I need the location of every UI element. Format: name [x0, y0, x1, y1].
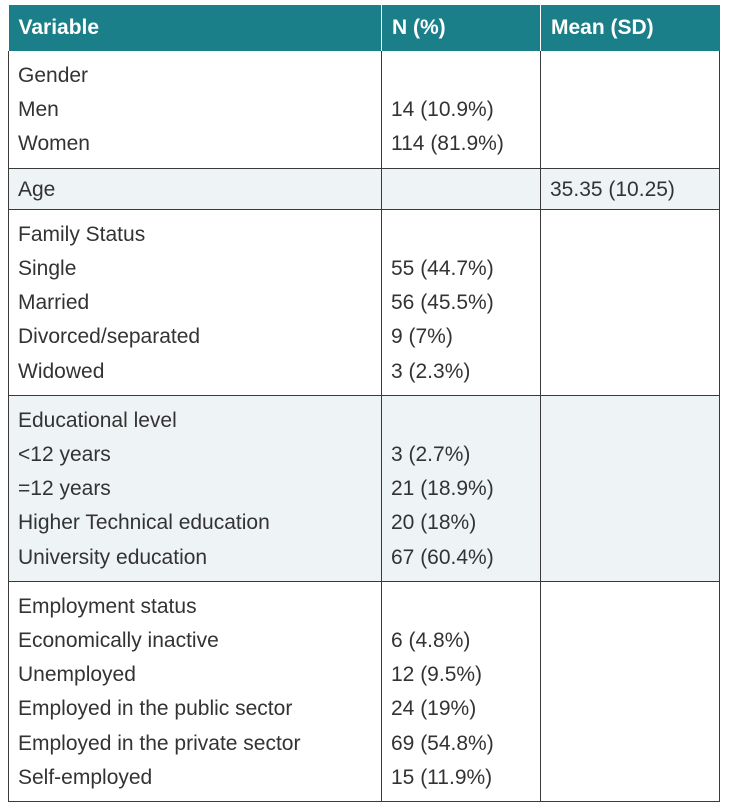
category-label: Economically inactive	[18, 629, 219, 653]
header-n-percent: N (%)	[381, 5, 541, 51]
category-label: Unemployed	[18, 663, 136, 687]
table-row: Age 35.35 (10.25)	[8, 168, 720, 210]
category-count: 24 (19%)	[391, 697, 477, 721]
table-row: Educational level <12 years =12 years Highe…	[8, 395, 720, 582]
category-count: 12 (9.5%)	[391, 663, 483, 687]
table-header-row: Variable N (%) Mean (SD)	[8, 5, 720, 51]
category-label: Divorced/separated	[18, 325, 201, 349]
category-count: 67 (60.4%)	[391, 545, 494, 569]
mean-sd-cell	[540, 51, 720, 169]
n-percent-cell: 14 (10.9%) 114 (81.9%)	[381, 51, 541, 169]
table-row: Family Status Single Married Divorced/separ…	[8, 209, 720, 396]
category-count: 6 (4.8%)	[391, 629, 471, 653]
n-percent-cell	[381, 168, 541, 210]
variable-cell: Gender Men Women	[8, 51, 382, 169]
mean-sd-value: 35.35 (10.25)	[550, 177, 675, 201]
n-percent-cell: 55 (44.7%) 56 (45.5%) 9 (7%) 3 (2.3%)	[381, 209, 541, 396]
category-label: =12 years	[18, 477, 111, 501]
category-label: Men	[18, 98, 59, 122]
mean-sd-cell: 35.35 (10.25)	[540, 168, 720, 210]
variable-cell: Family Status Single Married Divorced/separ…	[8, 209, 382, 396]
demographics-table: Variable N (%) Mean (SD) Gender Men Women 1…	[8, 5, 720, 802]
demographics-table-container: Variable N (%) Mean (SD) Gender Men Women 1…	[8, 5, 720, 802]
group-title: Gender	[18, 64, 89, 87]
category-count: 114 (81.9%)	[391, 132, 504, 156]
table-row: Employment status Economically inactive Un…	[8, 581, 720, 802]
category-count: 3 (2.3%)	[391, 359, 471, 383]
category-count: 55 (44.7%)	[391, 257, 494, 280]
category-count: 56 (45.5%)	[391, 291, 494, 315]
n-percent-cell: 3 (2.7%) 21 (18.9%) 20 (18%) 67 (60.4%)	[381, 395, 541, 582]
category-label: Widowed	[18, 359, 105, 383]
variable-cell: Age	[8, 168, 382, 210]
mean-sd-cell	[540, 209, 720, 396]
mean-sd-cell	[540, 395, 720, 582]
mean-sd-cell	[540, 581, 720, 802]
variable-cell: Educational level <12 years =12 years Highe…	[8, 395, 382, 582]
table-body: Gender Men Women 14 (10.9%) 114 (81.9%) Age 35…	[8, 51, 720, 802]
category-count: 9 (7%)	[391, 325, 453, 349]
category-count: 14 (10.9%)	[391, 98, 494, 122]
category-label: Self-employed	[18, 765, 153, 789]
table-row: Gender Men Women 14 (10.9%) 114 (81.9%)	[8, 51, 720, 169]
group-title: Age	[18, 177, 56, 201]
variable-cell: Employment status Economically inactive Un…	[8, 581, 382, 802]
category-label: Single	[18, 257, 77, 281]
group-title: Family Status	[18, 222, 146, 246]
header-mean-sd: Mean (SD)	[540, 5, 720, 51]
category-label: Employed in the public sector	[18, 697, 293, 721]
header-variable: Variable	[8, 5, 382, 51]
category-label: Women	[18, 132, 90, 156]
n-percent-cell: 6 (4.8%) 12 (9.5%) 24 (19%) 69 (54.8%) 15 (1…	[381, 581, 541, 802]
group-title: Employment status	[18, 594, 197, 618]
category-label: Married	[18, 291, 90, 315]
category-label: <12 years	[18, 443, 111, 467]
category-count: 69 (54.8%)	[391, 731, 494, 755]
category-count: 20 (18%)	[391, 511, 477, 535]
category-count: 3 (2.7%)	[391, 443, 471, 467]
group-title: Educational level	[18, 408, 177, 432]
category-count: 15 (11.9%)	[391, 765, 493, 789]
category-label: Higher Technical education	[18, 511, 270, 535]
category-label: Employed in the private sector	[18, 731, 301, 755]
category-count: 21 (18.9%)	[391, 477, 494, 501]
category-label: University education	[18, 545, 208, 569]
